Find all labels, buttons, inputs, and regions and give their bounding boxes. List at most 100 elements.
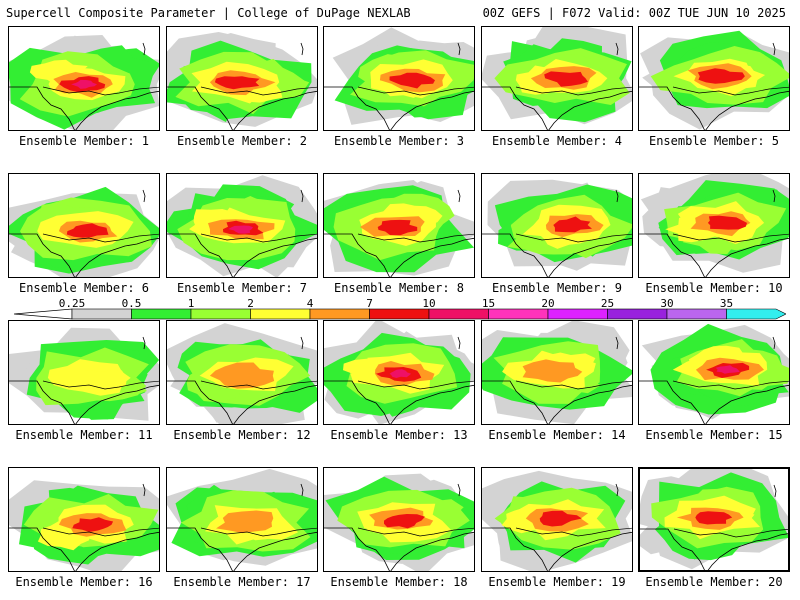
river-border xyxy=(42,380,159,390)
state-border xyxy=(9,86,75,130)
river-border xyxy=(357,86,474,96)
ensemble-panel-12[interactable] xyxy=(166,320,318,425)
scp-contour xyxy=(209,362,275,389)
scp-field-map xyxy=(324,473,474,571)
lake-outline xyxy=(773,484,777,498)
coastline xyxy=(705,384,789,424)
lake-outline xyxy=(142,483,146,497)
lake-outline xyxy=(615,336,619,350)
scp-contour xyxy=(71,79,97,89)
valid-time: 00Z GEFS | F072 Valid: 00Z TUE JUN 10 20… xyxy=(482,6,786,20)
state-border xyxy=(482,380,548,424)
coastline xyxy=(75,237,159,277)
ensemble-member-label: Ensemble Member: 16 xyxy=(15,575,153,589)
coastline xyxy=(233,237,317,277)
state-border xyxy=(167,380,233,424)
river-border xyxy=(515,86,632,96)
scp-contour xyxy=(228,225,253,234)
ensemble-member-label: Ensemble Member: 3 xyxy=(333,134,465,148)
ensemble-panel-20[interactable] xyxy=(638,467,790,572)
ensemble-panel-4[interactable] xyxy=(481,26,633,131)
ensemble-panel-8[interactable] xyxy=(323,173,475,278)
river-border xyxy=(357,527,474,537)
scp-field-map xyxy=(167,323,317,424)
ensemble-member-label: Ensemble Member: 4 xyxy=(491,134,623,148)
ensemble-panel-6[interactable] xyxy=(8,173,160,278)
colorbar-tick-label: 4 xyxy=(306,297,314,310)
lake-outline xyxy=(142,189,146,203)
scp-contour xyxy=(553,216,592,233)
scp-contour xyxy=(707,215,747,230)
ensemble-panel-10[interactable] xyxy=(638,173,790,278)
state-border xyxy=(167,233,233,277)
colorbar-tick-label: 15 xyxy=(481,297,496,310)
scp-field-map xyxy=(9,35,159,130)
ensemble-panel-13[interactable] xyxy=(323,320,475,425)
scp-field-map xyxy=(482,179,632,277)
colorbar-tick-label: 25 xyxy=(600,297,615,310)
colorbar-segment xyxy=(250,308,311,320)
scp-field-map xyxy=(9,480,159,571)
scp-contour xyxy=(216,510,274,534)
ensemble-panel-18[interactable] xyxy=(323,467,475,572)
ensemble-member-label: Ensemble Member: 10 xyxy=(645,281,783,295)
ensemble-member-label: Ensemble Member: 11 xyxy=(15,428,153,442)
coastline xyxy=(705,90,789,130)
scp-field-map xyxy=(639,323,789,424)
coastline xyxy=(705,237,789,277)
scp-field-map xyxy=(482,27,632,130)
ensemble-panel-1[interactable] xyxy=(8,26,160,131)
ensemble-panel-14[interactable] xyxy=(481,320,633,425)
river-border xyxy=(42,527,159,537)
coastline xyxy=(75,531,159,571)
ensemble-panel-16[interactable] xyxy=(8,467,160,572)
river-border xyxy=(672,380,789,390)
scp-contour xyxy=(544,71,588,87)
colorbar-segment xyxy=(488,308,549,320)
ensemble-member-label: Ensemble Member: 2 xyxy=(176,134,308,148)
ensemble-member-label: Ensemble Member: 5 xyxy=(648,134,780,148)
ensemble-member-label: Ensemble Member: 18 xyxy=(330,575,468,589)
colorbar-segment xyxy=(131,308,192,320)
ensemble-panel-15[interactable] xyxy=(638,320,790,425)
ensemble-panel-11[interactable] xyxy=(8,320,160,425)
lake-outline xyxy=(772,42,776,56)
ensemble-panel-17[interactable] xyxy=(166,467,318,572)
scp-contour xyxy=(384,514,425,529)
colorbar-segment xyxy=(71,308,132,320)
colorbar-tick-label: 35 xyxy=(719,297,734,310)
state-border xyxy=(324,86,390,130)
coastline xyxy=(390,90,474,130)
river-border xyxy=(515,380,632,390)
ensemble-panel-5[interactable] xyxy=(638,26,790,131)
colorbar-tick-label: 0.25 xyxy=(58,297,86,310)
scp-field-map xyxy=(639,30,789,130)
ensemble-member-label: Ensemble Member: 1 xyxy=(18,134,150,148)
scp-field-map xyxy=(639,174,789,277)
lake-outline xyxy=(615,483,619,497)
colorbar-tick-label: 1 xyxy=(187,297,195,310)
colorbar-segment xyxy=(607,308,668,320)
ensemble-member-label: Ensemble Member: 20 xyxy=(645,575,783,589)
ensemble-panel-9[interactable] xyxy=(481,173,633,278)
ensemble-panel-19[interactable] xyxy=(481,467,633,572)
ensemble-panel-7[interactable] xyxy=(166,173,318,278)
scp-field-map xyxy=(324,27,474,130)
lake-outline xyxy=(142,42,146,56)
lake-outline xyxy=(457,189,461,203)
colorbar-segment xyxy=(547,308,608,320)
coastline xyxy=(233,384,317,424)
lake-outline xyxy=(300,483,304,497)
ensemble-member-label: Ensemble Member: 8 xyxy=(333,281,465,295)
state-border xyxy=(324,527,390,571)
state-border xyxy=(482,527,548,571)
coastline xyxy=(707,533,788,570)
state-border xyxy=(482,233,548,277)
scp-field-map xyxy=(167,175,317,277)
state-border xyxy=(9,527,75,571)
river-border xyxy=(42,233,159,243)
state-border xyxy=(324,233,390,277)
ensemble-panel-3[interactable] xyxy=(323,26,475,131)
coastline xyxy=(75,384,159,424)
ensemble-panel-2[interactable] xyxy=(166,26,318,131)
